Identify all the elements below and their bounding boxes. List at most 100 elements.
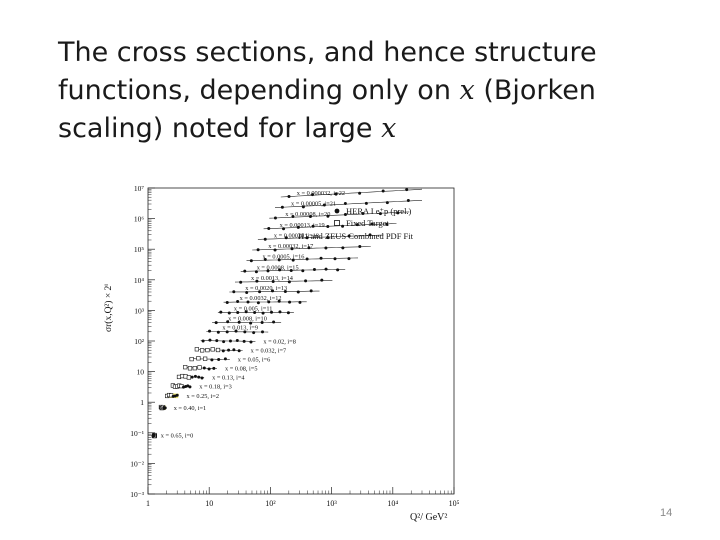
fit-curve: [234, 280, 333, 283]
hera-data-point: [347, 257, 351, 261]
hera-data-point: [385, 222, 389, 226]
series-label: x = 0.00008, i=20: [285, 211, 330, 218]
hera-data-point: [396, 211, 400, 215]
series-label: x = 0.0013, i=14: [251, 275, 294, 282]
series-label: x = 0.65, i=0: [161, 432, 193, 439]
hera-data-point: [267, 227, 271, 231]
x-tick-label: 10²: [265, 499, 276, 508]
hera-data-point: [256, 301, 260, 305]
fixed-target-point: [197, 365, 202, 370]
fixed-target-point: [196, 356, 201, 361]
series-label: x = 0.00013, i=19: [280, 222, 325, 229]
hera-data-point: [254, 270, 258, 274]
fit-curve: [189, 358, 230, 360]
hera-data-point: [228, 339, 232, 343]
hera-data-point: [287, 195, 291, 199]
legend-label-hera: HERA I e⁺p (prel.): [346, 206, 412, 216]
hera-data-point: [358, 244, 362, 248]
hera-data-point: [271, 279, 275, 283]
x-tick-label: 10³: [326, 499, 337, 508]
hera-data-point: [324, 246, 328, 250]
hera-data-point: [227, 348, 231, 352]
hera-data-point: [286, 311, 290, 315]
hera-data-point: [298, 300, 302, 304]
y-tick-label: 10⁴: [134, 276, 145, 285]
hera-data-point: [273, 216, 277, 220]
hera-data-point: [361, 211, 365, 215]
x-tick-label: 1: [146, 499, 150, 508]
hera-data-point: [263, 237, 267, 241]
hera-data-point: [214, 321, 218, 325]
hera-data-point: [212, 366, 216, 370]
legend-label-fixed-target: Fixed Target: [346, 218, 389, 228]
y-tick-label: 10⁶: [134, 215, 145, 224]
hera-data-point: [237, 320, 241, 324]
hera-data-point: [282, 227, 286, 231]
hera-data-point: [244, 310, 248, 314]
hera-data-point: [358, 191, 362, 195]
hera-data-point: [291, 258, 295, 262]
hera-data-point: [237, 349, 241, 353]
hera-data-point: [319, 256, 323, 260]
hera-data-point: [263, 258, 267, 262]
hera-data-point: [270, 289, 274, 293]
fit-curve: [240, 269, 346, 272]
fit-curve: [263, 223, 397, 230]
series-label: x = 0.0005, i=16: [263, 254, 305, 261]
series-label: x = 0.0020, i=13: [245, 285, 287, 292]
series-label: x = 0.13, i=4: [212, 374, 245, 381]
title-text-2: (Bjorken scaling) noted for large: [58, 75, 596, 144]
hera-data-point: [343, 213, 347, 217]
x-tick-label: 10⁴: [387, 499, 398, 508]
hera-data-point: [288, 300, 292, 304]
y-tick-label: 10: [137, 368, 145, 377]
hera-data-point: [208, 338, 212, 342]
hera-data-point: [193, 374, 197, 378]
hera-data-point: [305, 257, 309, 261]
fit-curve: [252, 246, 371, 251]
hera-data-point: [296, 225, 300, 229]
series-label: x = 0.05, i=6: [238, 357, 270, 364]
fixed-target-point: [186, 375, 191, 380]
fixed-target-point: [183, 365, 188, 370]
hera-data-point: [301, 205, 305, 209]
hera-data-point: [252, 331, 256, 335]
hera-data-point: [200, 376, 204, 380]
fit-curve: [274, 200, 423, 208]
hera-data-point: [249, 259, 253, 263]
y-tick-label: 10⁻³: [130, 490, 144, 499]
y-tick-label: 10⁻²: [130, 459, 144, 468]
hera-data-point: [227, 311, 231, 315]
series-label: x = 0.00032, i=17: [268, 243, 313, 250]
hera-data-point: [308, 214, 312, 218]
hera-data-point: [326, 236, 330, 240]
hera-data-point: [355, 223, 359, 227]
hera-data-point: [260, 321, 264, 325]
hera-data-point: [246, 300, 250, 304]
hera-data-point: [307, 246, 311, 250]
hera-data-point: [273, 248, 277, 252]
hera-data-point: [324, 267, 328, 271]
hera-data-point: [255, 279, 259, 283]
hera-data-point: [289, 268, 293, 272]
hera-data-point: [217, 357, 221, 361]
hera-data-point: [283, 290, 287, 294]
hera-data-point: [202, 366, 206, 370]
hera-data-point: [249, 321, 253, 325]
title-text-1: The cross sections, and hence structure …: [58, 37, 597, 106]
hera-data-point: [304, 279, 308, 283]
hera-data-point: [405, 188, 409, 192]
hera-data-point: [243, 269, 247, 273]
hera-data-point: [235, 338, 239, 342]
x-axis-label: Q²/ GeV²: [410, 512, 447, 523]
fixed-target-point: [192, 366, 197, 371]
series-label: x = 0.008, i=10: [228, 315, 267, 322]
hera-data-point: [266, 269, 270, 273]
hera-data-point: [305, 236, 309, 240]
x-tick-label: 10: [205, 499, 213, 508]
hera-data-point: [219, 310, 223, 314]
y-tick-label: 10⁷: [134, 184, 145, 193]
hera-data-point: [188, 385, 192, 389]
fixed-target-point: [205, 348, 210, 353]
hera-data-point: [239, 280, 243, 284]
